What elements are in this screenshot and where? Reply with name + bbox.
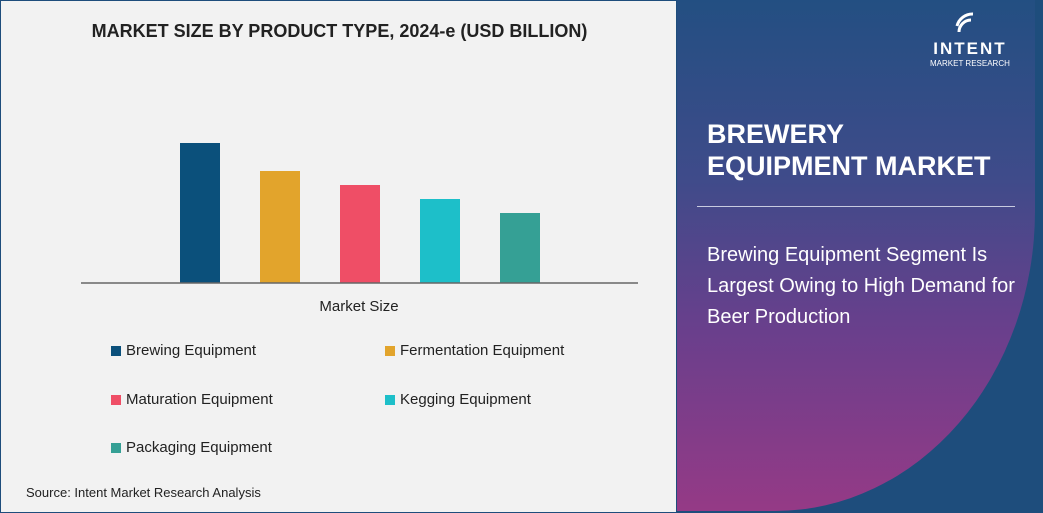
- legend-item: Packaging Equipment: [111, 439, 272, 456]
- legend-label: Packaging Equipment: [126, 439, 272, 456]
- bar-brewing-equipment: [180, 143, 220, 283]
- legend-swatch: [111, 345, 121, 356]
- bar-kegging-equipment: [420, 199, 460, 283]
- legend-item: Fermentation Equipment: [385, 342, 564, 359]
- chart-panel: MARKET SIZE BY PRODUCT TYPE, 2024-e (USD…: [0, 0, 677, 513]
- divider: [697, 206, 1015, 207]
- legend-swatch: [111, 394, 121, 405]
- legend-item: Kegging Equipment: [385, 391, 531, 408]
- bar-chart: Market Size: [81, 143, 638, 315]
- summary-text: Brewing Equipment Segment Is Largest Owi…: [707, 244, 1015, 328]
- background-strip: [1035, 0, 1043, 513]
- logo: INTENT MARKET RESEARCH: [930, 12, 1010, 68]
- logo-name: INTENT: [933, 39, 1007, 58]
- signal-icon: [955, 12, 974, 33]
- bar-maturation-equipment: [340, 185, 380, 283]
- bar-packaging-equipment: [500, 213, 540, 283]
- legend-item: Maturation Equipment: [111, 391, 273, 408]
- legend-swatch: [111, 442, 121, 453]
- bar-fermentation-equipment: [260, 171, 300, 283]
- legend-label: Fermentation Equipment: [400, 342, 565, 359]
- report-title: BREWERY EQUIPMENT MARKET: [707, 119, 991, 181]
- chart-title: MARKET SIZE BY PRODUCT TYPE, 2024-e (USD…: [91, 21, 588, 41]
- legend-swatch: [385, 345, 395, 356]
- legend-label: Kegging Equipment: [400, 391, 531, 408]
- x-axis-label: Market Size: [319, 298, 398, 315]
- source-note: Source: Intent Market Research Analysis: [26, 485, 261, 500]
- legend-item: Brewing Equipment: [111, 342, 256, 359]
- info-panel: BREWERY EQUIPMENT MARKET Brewing Equipme…: [677, 0, 1035, 511]
- legend-label: Maturation Equipment: [126, 391, 273, 408]
- logo-sub: MARKET RESEARCH: [930, 59, 1010, 68]
- legend-swatch: [385, 394, 395, 405]
- legend-label: Brewing Equipment: [126, 342, 257, 359]
